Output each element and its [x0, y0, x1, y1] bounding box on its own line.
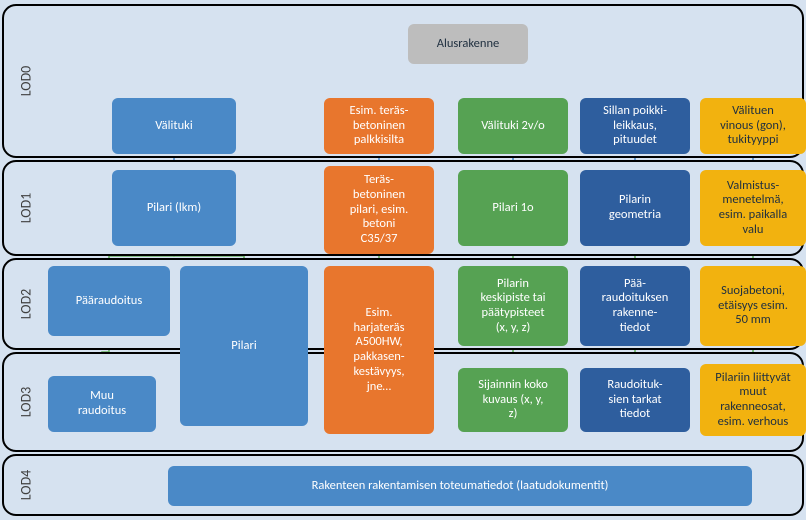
diagram-canvas: LOD0 LOD1 LOD2 LOD3 LOD4 Alusrakenne Välituki E… — [0, 0, 806, 520]
node-n1c: Pilari 1o — [458, 170, 568, 246]
node-label-n0c: Välituki 2v/o — [481, 119, 544, 134]
node-root: Alusrakenne — [408, 24, 528, 64]
node-label-n0e: Välituenvinous (gon),tukityyppi — [720, 104, 786, 148]
node-n1d: Pilaringeometria — [580, 170, 690, 246]
node-n2a: Pääraudoitus — [48, 266, 170, 336]
node-n2e: Suojabetoni,etäisyys esim.50 mm — [700, 266, 806, 346]
node-label-n1e: Valmistus-menetelmä,esim. paikallavalu — [719, 179, 788, 238]
node-n2c: Pilarinkeskipiste taipäätypisteet(x, y, … — [458, 266, 568, 346]
node-label-n2b: Esim.harjateräsA500HW,pakkasen-kestävyys… — [353, 306, 404, 395]
node-label-n0a: Välituki — [155, 119, 192, 134]
node-n0d: Sillan poikki-leikkaus,pituudet — [580, 98, 690, 154]
band-label-lod2: LOD2 — [18, 284, 35, 324]
node-n1b: Teräs-betoninenpilari, esim.betoniC35/37 — [324, 166, 434, 254]
node-label-n3d: Raudoituk-sien tarkattiedot — [607, 378, 662, 422]
node-n0c: Välituki 2v/o — [458, 98, 568, 154]
node-label-n2d: Pää-raudoituksenrakenne-tiedot — [602, 277, 669, 336]
node-n3e: Pilariin liittyvätmuutrakenneosat,esim. … — [700, 364, 806, 436]
node-label-n2a: Pääraudoitus — [76, 294, 143, 309]
band-label-lod1: LOD1 — [18, 188, 35, 228]
node-n3a: Muuraudoitus — [48, 376, 156, 432]
node-n2d: Pää-raudoituksenrakenne-tiedot — [580, 266, 690, 346]
node-label-root: Alusrakenne — [437, 37, 500, 52]
node-label-n3e: Pilariin liittyvätmuutrakenneosat,esim. … — [715, 371, 790, 430]
node-n2b: Esim.harjateräsA500HW,pakkasen-kestävyys… — [324, 266, 434, 434]
band-label-lod3: LOD3 — [18, 382, 35, 422]
band-label-lod0: LOD0 — [18, 61, 35, 101]
node-n0e: Välituenvinous (gon),tukityyppi — [700, 98, 806, 154]
node-label-n2pil: Pilari — [231, 339, 256, 354]
node-n1e: Valmistus-menetelmä,esim. paikallavalu — [700, 170, 806, 246]
node-label-n1b: Teräs-betoninenpilari, esim.betoniC35/37 — [350, 173, 409, 247]
node-label-n3c: Sijainnin kokokuvaus (x, y,z) — [478, 378, 548, 422]
node-label-n2c: Pilarinkeskipiste taipäätypisteet(x, y, … — [480, 277, 545, 336]
node-label-n2e: Suojabetoni,etäisyys esim.50 mm — [718, 284, 788, 328]
node-n3d: Raudoituk-sien tarkattiedot — [580, 368, 690, 432]
node-label-n0b: Esim. teräs-betoninenpalkkisilta — [350, 104, 409, 148]
node-n0b: Esim. teräs-betoninenpalkkisilta — [324, 98, 434, 154]
node-n1a: Pilari (lkm) — [112, 170, 236, 246]
node-label-n1d: Pilaringeometria — [609, 193, 661, 223]
node-label-n3a: Muuraudoitus — [78, 389, 126, 419]
node-n4: Rakenteen rakentamisen toteumatiedot (la… — [168, 466, 752, 506]
node-label-n4: Rakenteen rakentamisen toteumatiedot (la… — [312, 479, 609, 494]
node-label-n0d: Sillan poikki-leikkaus,pituudet — [603, 104, 667, 148]
node-label-n1a: Pilari (lkm) — [147, 201, 201, 216]
node-n0a: Välituki — [112, 98, 236, 154]
band-label-lod4: LOD4 — [18, 465, 35, 505]
node-n3c: Sijainnin kokokuvaus (x, y,z) — [458, 368, 568, 432]
node-label-n1c: Pilari 1o — [492, 201, 533, 216]
node-n2pil: Pilari — [180, 266, 308, 426]
